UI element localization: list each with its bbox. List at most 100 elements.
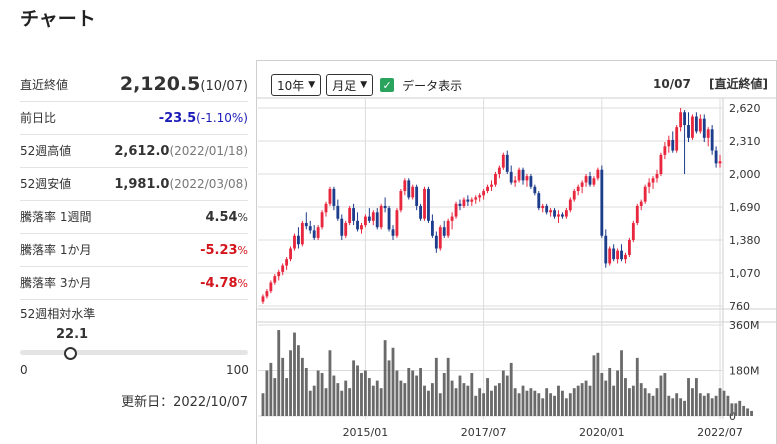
volume-bar bbox=[289, 350, 292, 416]
price-tick-label: 1,070 bbox=[729, 267, 761, 280]
volume-bar bbox=[620, 350, 623, 416]
volume-tick-label: 180M bbox=[729, 365, 760, 378]
candle-body bbox=[564, 210, 568, 217]
stat-sub: (-1.10%) bbox=[196, 111, 248, 125]
candle-body bbox=[356, 220, 359, 230]
candle-body bbox=[403, 180, 407, 192]
candle-body bbox=[647, 182, 651, 187]
candle-body bbox=[643, 186, 647, 202]
volume-bar bbox=[671, 398, 675, 416]
candle-body bbox=[486, 186, 489, 192]
chart-controls: 10年 ▼ 月足 ▼ ✓ データ表示 bbox=[271, 74, 462, 96]
chart-header-info: 10/07 [直近終値] bbox=[639, 75, 768, 92]
candle-body bbox=[423, 188, 426, 219]
time-tick-label: 2022/07 bbox=[697, 426, 743, 439]
candle-body bbox=[300, 222, 304, 245]
stat-number: 2,120.5 bbox=[119, 73, 201, 95]
volume-bar bbox=[635, 357, 639, 416]
volume-bar bbox=[407, 367, 411, 416]
candle-body bbox=[706, 129, 710, 138]
data-display-label[interactable]: データ表示 bbox=[402, 78, 463, 93]
volume-bar bbox=[478, 388, 482, 416]
volume-bar bbox=[584, 380, 588, 416]
candle-body bbox=[360, 225, 363, 230]
candle-body bbox=[399, 191, 403, 211]
candle-body bbox=[505, 154, 509, 172]
stat-row: 直近終値 2,120.5(10/07) bbox=[20, 63, 248, 102]
volume-bar bbox=[505, 375, 509, 416]
volume-bar bbox=[616, 370, 620, 416]
candle-body bbox=[367, 216, 371, 221]
candle-body bbox=[698, 118, 702, 132]
price-tick-label: 760 bbox=[729, 300, 750, 313]
candle-body bbox=[474, 197, 478, 200]
candle-body bbox=[679, 112, 683, 128]
volume-bar bbox=[450, 380, 454, 416]
stat-sub: % bbox=[237, 277, 248, 290]
volume-bar bbox=[371, 385, 375, 416]
candle-body bbox=[718, 161, 722, 164]
candle-body bbox=[624, 254, 627, 260]
candle-body bbox=[568, 199, 572, 211]
volume-bar bbox=[269, 362, 273, 416]
interval-select[interactable]: 月足 ▼ bbox=[326, 74, 374, 96]
volume-bar bbox=[647, 393, 651, 416]
volume-bar bbox=[411, 370, 415, 416]
volume-bar bbox=[352, 360, 356, 416]
candle-body bbox=[501, 154, 505, 168]
volume-bar bbox=[734, 403, 738, 416]
volume-bar bbox=[482, 393, 486, 416]
candle-body bbox=[478, 195, 482, 198]
volume-bar bbox=[474, 395, 478, 416]
relative-level-max: 100 bbox=[226, 363, 249, 377]
volume-bar bbox=[375, 380, 379, 416]
volume-bar bbox=[564, 398, 568, 416]
candle-body bbox=[576, 186, 580, 192]
candle-body bbox=[687, 125, 690, 138]
volume-bar bbox=[320, 373, 324, 416]
candle-body bbox=[702, 118, 706, 138]
stat-sub: % bbox=[237, 244, 248, 257]
candle-body bbox=[572, 191, 576, 200]
latest-close-label: [直近終値] bbox=[709, 77, 768, 91]
stat-label: 騰落率 1か月 bbox=[20, 243, 92, 257]
candle-body bbox=[332, 188, 336, 206]
stat-row: 52週高値 2,612.0(2022/01/18) bbox=[20, 135, 248, 168]
candle-body bbox=[655, 174, 659, 179]
stat-row: 騰落率 1か月 -5.23% bbox=[20, 234, 248, 267]
volume-bar bbox=[742, 405, 746, 416]
volume-bar bbox=[466, 385, 470, 416]
volume-bar bbox=[328, 350, 332, 416]
candle-body bbox=[285, 259, 289, 266]
volume-bar bbox=[706, 393, 710, 416]
candle-body bbox=[462, 199, 466, 206]
relative-level-min: 0 bbox=[20, 363, 28, 377]
volume-bar bbox=[679, 398, 683, 416]
candle-body bbox=[541, 205, 545, 209]
candle-body bbox=[466, 199, 470, 202]
candle-body bbox=[379, 205, 383, 228]
volume-bar bbox=[521, 385, 525, 416]
volume-bar bbox=[608, 367, 612, 416]
stat-label: 直近終値 bbox=[20, 78, 69, 92]
candle-body bbox=[293, 235, 296, 249]
candle-body bbox=[336, 205, 340, 219]
volume-bar bbox=[427, 390, 430, 416]
latest-date: 10/07 bbox=[653, 77, 691, 91]
volume-bar bbox=[423, 385, 426, 416]
volume-bar bbox=[691, 388, 694, 416]
volume-bar bbox=[348, 388, 352, 416]
candle-body bbox=[683, 112, 686, 126]
period-select[interactable]: 10年 ▼ bbox=[271, 74, 322, 96]
data-display-checkbox[interactable]: ✓ bbox=[380, 78, 395, 92]
volume-bar bbox=[545, 388, 549, 416]
candle-body bbox=[584, 176, 588, 183]
volume-bar bbox=[340, 390, 344, 416]
candle-body bbox=[430, 220, 434, 236]
volume-bar bbox=[561, 390, 564, 416]
candle-body bbox=[269, 282, 273, 292]
stat-sub: (2022/03/08) bbox=[169, 177, 248, 191]
volume-bar bbox=[454, 388, 458, 416]
chart-panel: 10年 ▼ 月足 ▼ ✓ データ表示 10/07 [直近終値] 2,620 2,3… bbox=[256, 60, 777, 444]
price-tick-label: 1,380 bbox=[729, 234, 761, 247]
